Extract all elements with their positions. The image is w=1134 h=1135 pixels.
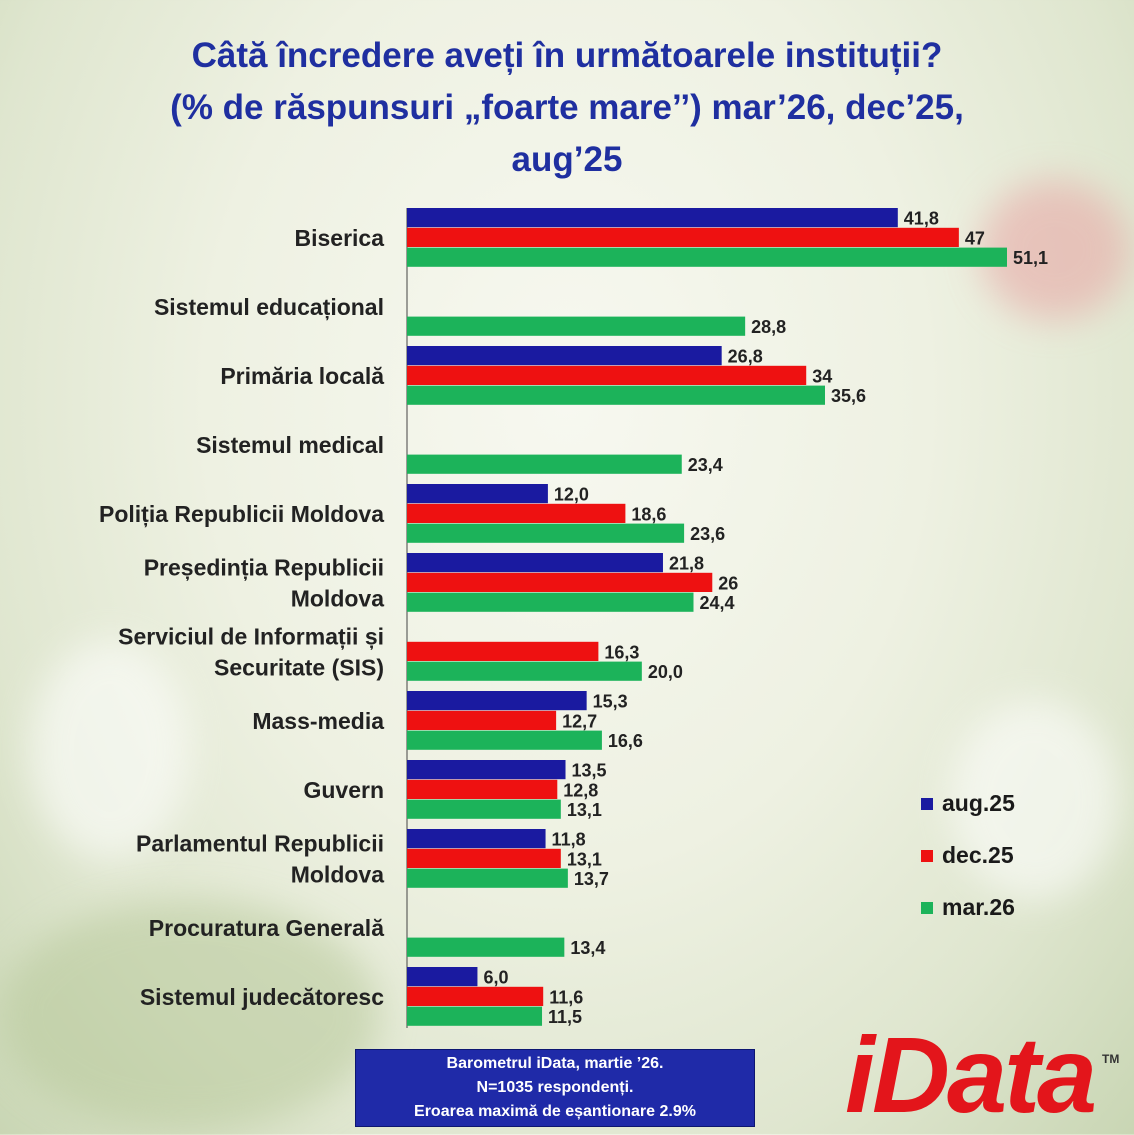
data-label: 41,8 bbox=[904, 209, 939, 229]
bar-dec-25 bbox=[407, 779, 558, 799]
bar-dec-25 bbox=[407, 641, 599, 661]
data-label: 35,6 bbox=[831, 386, 866, 406]
data-label: 20,0 bbox=[648, 662, 683, 682]
data-label: 16,3 bbox=[604, 642, 639, 662]
bar-mar-26 bbox=[407, 799, 561, 819]
category-label: Mass-media bbox=[252, 708, 384, 734]
category-label: Biserica bbox=[294, 225, 384, 251]
bar-mar-26 bbox=[407, 868, 568, 888]
trademark-mark: TM bbox=[1102, 1052, 1120, 1066]
data-label: 26,8 bbox=[728, 347, 763, 367]
bar-aug-25 bbox=[407, 484, 548, 504]
data-label: 23,4 bbox=[688, 455, 723, 475]
data-label: 24,4 bbox=[699, 593, 734, 613]
data-label: 11,6 bbox=[549, 987, 583, 1007]
idata-logo: iData bbox=[845, 1014, 1097, 1135]
bar-aug-25 bbox=[407, 691, 587, 711]
data-label: 13,4 bbox=[570, 938, 605, 958]
bar-aug-25 bbox=[407, 760, 566, 780]
data-label: 18,6 bbox=[631, 504, 666, 524]
source-note-box: Barometrul iData, martie ’26. N=1035 res… bbox=[355, 1049, 755, 1127]
bar-dec-25 bbox=[407, 227, 959, 247]
chart-title: Câtă încredere aveți în următoarele inst… bbox=[60, 30, 1074, 186]
bar-mar-26 bbox=[407, 661, 642, 681]
category-label: Serviciul de Informații și bbox=[118, 624, 384, 651]
data-label: 13,1 bbox=[567, 800, 602, 820]
data-label: 34 bbox=[812, 366, 832, 386]
legend-swatch bbox=[921, 850, 933, 862]
data-label: 16,6 bbox=[608, 731, 643, 751]
data-label: 12,7 bbox=[562, 711, 597, 731]
data-label: 11,8 bbox=[552, 830, 586, 850]
chart-title-line: aug’25 bbox=[511, 140, 623, 179]
bar-mar-26 bbox=[407, 1006, 543, 1026]
legend-label: dec.25 bbox=[942, 842, 1014, 868]
category-label: Primăria locală bbox=[220, 363, 384, 389]
category-label: Guvern bbox=[303, 777, 384, 803]
category-label: Procuratura Generală bbox=[149, 915, 384, 941]
data-label: 15,3 bbox=[593, 692, 628, 712]
legend-swatch bbox=[921, 798, 933, 810]
data-label: 23,6 bbox=[690, 524, 725, 544]
data-label: 11,5 bbox=[548, 1007, 582, 1027]
bar-dec-25 bbox=[407, 710, 557, 730]
category-label: Moldova bbox=[291, 586, 384, 612]
category-label: Sistemul medical bbox=[196, 432, 384, 458]
data-label: 12,0 bbox=[554, 485, 589, 505]
data-label: 6,0 bbox=[483, 968, 508, 988]
category-label: Președinția Republicii bbox=[144, 555, 384, 582]
data-label: 13,5 bbox=[572, 761, 607, 781]
data-label: 21,8 bbox=[669, 554, 704, 574]
bar-aug-25 bbox=[407, 208, 898, 228]
bar-mar-26 bbox=[407, 730, 602, 750]
data-label: 26 bbox=[718, 573, 738, 593]
data-label: 13,1 bbox=[567, 849, 602, 869]
data-label: 28,8 bbox=[751, 317, 786, 337]
source-note-line: Eroarea maximă de eșantionare 2.9% bbox=[414, 1103, 696, 1120]
legend-swatch bbox=[921, 902, 933, 914]
bar-mar-26 bbox=[407, 454, 682, 474]
bar-dec-25 bbox=[407, 572, 713, 592]
bar-chart: Biserica 41,8 47 51,1 Sistemul educațional 28… bbox=[99, 208, 1048, 1028]
data-label: 51,1 bbox=[1013, 248, 1048, 268]
bar-mar-26 bbox=[407, 937, 565, 957]
bar-mar-26 bbox=[407, 592, 694, 612]
legend-label: mar.26 bbox=[942, 894, 1015, 920]
category-label: Parlamentul Republicii bbox=[136, 831, 384, 857]
chart-title-line: (% de răspunsuri „foarte mare’’) mar’26,… bbox=[170, 88, 964, 127]
data-label: 13,7 bbox=[574, 869, 609, 889]
bar-aug-25 bbox=[407, 967, 478, 987]
category-label: Moldova bbox=[291, 862, 384, 888]
chart-title-line: Câtă încredere aveți în următoarele inst… bbox=[191, 36, 943, 75]
background-grass-blur bbox=[0, 900, 380, 1130]
legend-label: aug.25 bbox=[942, 790, 1015, 816]
source-note-line: Barometrul iData, martie ’26. bbox=[446, 1055, 664, 1072]
category-label: Sistemul educațional bbox=[154, 294, 384, 321]
bar-dec-25 bbox=[407, 503, 626, 523]
bar-dec-25 bbox=[407, 848, 561, 868]
bar-aug-25 bbox=[407, 829, 546, 849]
bar-mar-26 bbox=[407, 385, 826, 405]
bar-mar-26 bbox=[407, 247, 1007, 267]
bar-mar-26 bbox=[407, 316, 746, 336]
bar-dec-25 bbox=[407, 986, 544, 1006]
source-note-line: N=1035 respondenți. bbox=[476, 1079, 634, 1096]
data-label: 47 bbox=[965, 228, 985, 248]
background-flower-blur bbox=[950, 700, 1120, 900]
bar-dec-25 bbox=[407, 365, 807, 385]
category-label: Securitate (SIS) bbox=[214, 655, 384, 681]
bar-aug-25 bbox=[407, 346, 722, 366]
background-flower-blur bbox=[30, 640, 190, 860]
category-label: Sistemul judecătoresc bbox=[140, 984, 384, 1010]
bar-aug-25 bbox=[407, 553, 663, 573]
data-label: 12,8 bbox=[563, 780, 598, 800]
category-label: Poliția Republicii Moldova bbox=[99, 501, 384, 528]
bar-mar-26 bbox=[407, 523, 685, 543]
